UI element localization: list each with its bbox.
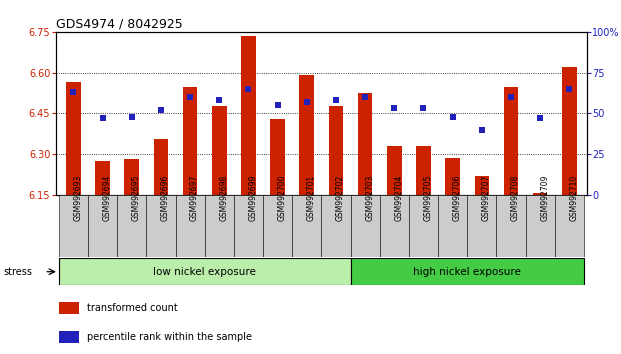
Text: GSM992706: GSM992706 bbox=[453, 175, 461, 221]
Point bbox=[68, 89, 78, 95]
Point bbox=[331, 97, 341, 103]
Text: GSM992705: GSM992705 bbox=[424, 175, 432, 221]
Bar bbox=[329, 107, 343, 195]
Bar bbox=[474, 176, 489, 195]
Bar bbox=[66, 82, 81, 195]
Bar bbox=[58, 331, 79, 343]
Bar bbox=[525, 195, 555, 257]
Bar bbox=[416, 146, 431, 195]
Bar bbox=[358, 93, 373, 195]
Point bbox=[214, 97, 224, 103]
Bar bbox=[292, 195, 322, 257]
Text: GSM992704: GSM992704 bbox=[394, 175, 403, 221]
Bar bbox=[153, 139, 168, 195]
Text: GSM992710: GSM992710 bbox=[569, 175, 578, 221]
Text: GSM992697: GSM992697 bbox=[190, 175, 199, 221]
Text: percentile rank within the sample: percentile rank within the sample bbox=[87, 332, 252, 342]
Bar bbox=[350, 195, 379, 257]
Point bbox=[564, 86, 574, 92]
Point bbox=[477, 127, 487, 132]
Text: stress: stress bbox=[3, 267, 32, 277]
Text: GSM992708: GSM992708 bbox=[511, 175, 520, 221]
Text: GSM992694: GSM992694 bbox=[102, 175, 112, 221]
Bar bbox=[176, 195, 205, 257]
Bar bbox=[241, 36, 256, 195]
Bar bbox=[59, 195, 88, 257]
Bar bbox=[234, 195, 263, 257]
Text: high nickel exposure: high nickel exposure bbox=[414, 267, 521, 277]
Text: GDS4974 / 8042925: GDS4974 / 8042925 bbox=[56, 18, 183, 31]
Bar bbox=[322, 195, 350, 257]
Text: GSM992702: GSM992702 bbox=[336, 175, 345, 221]
Bar bbox=[438, 195, 467, 257]
Bar bbox=[562, 67, 577, 195]
Text: GSM992709: GSM992709 bbox=[540, 175, 549, 221]
Point bbox=[273, 102, 283, 108]
Bar bbox=[205, 195, 234, 257]
Bar bbox=[183, 87, 197, 195]
Bar bbox=[496, 195, 525, 257]
Text: GSM992707: GSM992707 bbox=[482, 175, 491, 221]
Text: low nickel exposure: low nickel exposure bbox=[153, 267, 256, 277]
Point bbox=[506, 94, 516, 100]
Text: GSM992699: GSM992699 bbox=[248, 175, 258, 221]
Text: GSM992695: GSM992695 bbox=[132, 175, 141, 221]
Point bbox=[97, 115, 107, 121]
Text: transformed count: transformed count bbox=[87, 303, 178, 313]
Bar bbox=[445, 158, 460, 195]
Bar bbox=[212, 107, 227, 195]
Bar bbox=[270, 119, 285, 195]
Bar bbox=[124, 159, 139, 195]
Bar bbox=[88, 195, 117, 257]
Text: GSM992700: GSM992700 bbox=[278, 175, 287, 221]
Point bbox=[535, 115, 545, 121]
Bar bbox=[555, 195, 584, 257]
Bar bbox=[504, 87, 519, 195]
Bar bbox=[58, 302, 79, 314]
Bar bbox=[533, 193, 548, 195]
Text: GSM992696: GSM992696 bbox=[161, 175, 170, 221]
Point bbox=[302, 99, 312, 105]
Bar bbox=[95, 161, 110, 195]
Point bbox=[448, 114, 458, 119]
Point bbox=[360, 94, 370, 100]
Bar bbox=[409, 195, 438, 257]
Point bbox=[127, 114, 137, 119]
Bar bbox=[263, 195, 292, 257]
Bar bbox=[299, 75, 314, 195]
Point bbox=[185, 94, 195, 100]
Text: GSM992698: GSM992698 bbox=[219, 175, 229, 221]
Text: GSM992703: GSM992703 bbox=[365, 175, 374, 221]
Bar bbox=[387, 146, 402, 195]
Point bbox=[389, 105, 399, 111]
Bar bbox=[59, 258, 350, 285]
Bar bbox=[467, 195, 496, 257]
Point bbox=[156, 107, 166, 113]
Text: GSM992701: GSM992701 bbox=[307, 175, 316, 221]
Bar bbox=[147, 195, 176, 257]
Bar bbox=[379, 195, 409, 257]
Bar bbox=[350, 258, 584, 285]
Point bbox=[419, 105, 428, 111]
Text: GSM992693: GSM992693 bbox=[73, 175, 83, 221]
Bar bbox=[117, 195, 147, 257]
Point bbox=[243, 86, 253, 92]
